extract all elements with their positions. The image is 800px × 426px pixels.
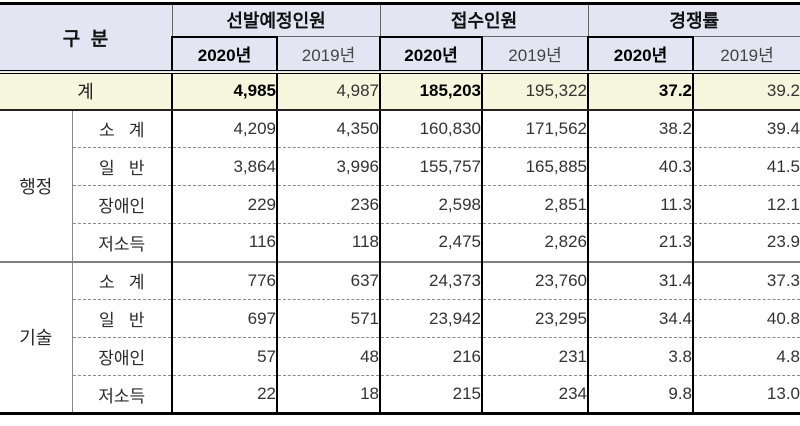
year-header-competition-2019: 2019년 bbox=[693, 36, 800, 74]
cell: 40.8 bbox=[693, 299, 800, 338]
cell: 9.8 bbox=[587, 375, 695, 414]
cell: 31.4 bbox=[587, 260, 695, 300]
cell: 13.0 bbox=[693, 375, 800, 414]
group-header-planned: 선발예정인원 bbox=[171, 3, 381, 37]
cell: 236 bbox=[277, 185, 381, 224]
cell: 12.1 bbox=[693, 185, 800, 224]
cell: 4.8 bbox=[693, 337, 800, 376]
cell: 40.3 bbox=[587, 147, 695, 186]
header-row-years: 2020년 2019년 2020년 2019년 2020년 2019년 bbox=[0, 35, 800, 74]
row-label: 장애인 bbox=[72, 185, 172, 224]
cell: 4,350 bbox=[336, 118, 380, 138]
row-label: 일 반 bbox=[72, 147, 172, 186]
total-row-label: 계 bbox=[0, 71, 172, 111]
year-header-applicants-2019: 2019년 bbox=[482, 36, 589, 74]
group-label-gisul: 기술 bbox=[0, 260, 73, 414]
row-label: 장애인 bbox=[72, 337, 172, 376]
cell: 24,373 bbox=[379, 260, 484, 300]
cell: 34.4 bbox=[587, 299, 695, 338]
total-applicants-2020: 185,203 bbox=[379, 71, 484, 111]
cell: 21.3 bbox=[587, 223, 695, 262]
total-planned-2019: 4,987 bbox=[277, 71, 381, 111]
row-label: 소 계 bbox=[99, 121, 145, 141]
table-row: 행정 소 계 4,209 4,350 160,830 171,562 38.2 … bbox=[0, 109, 800, 262]
cell: 11.3 bbox=[587, 185, 695, 224]
table-row: 장애인 57 48 216 231 3.8 4.8 bbox=[0, 337, 800, 376]
cell: 215 bbox=[379, 375, 484, 414]
row-label: 일 반 bbox=[72, 299, 172, 338]
year-header-applicants-2020: 2020년 bbox=[379, 35, 484, 74]
cell: 697 bbox=[171, 299, 278, 338]
cell: 2,598 bbox=[379, 185, 484, 224]
cell: 18 bbox=[277, 375, 381, 414]
cell: 637 bbox=[277, 260, 381, 300]
header-row-groups: 구 분 선발예정인원 접수인원 경쟁률 bbox=[0, 3, 800, 74]
cell: 116 bbox=[171, 223, 278, 262]
cell: 165,885 bbox=[482, 147, 589, 186]
cell: 23,942 bbox=[379, 299, 484, 338]
cell: 37.3 bbox=[693, 260, 800, 300]
corner-header-gubun: 구 분 bbox=[0, 3, 172, 74]
year-header-competition-2020: 2020년 bbox=[587, 35, 695, 74]
cell: 3,864 bbox=[171, 147, 278, 186]
row-label: 저소득 bbox=[72, 375, 172, 414]
table-row: 저소득 116 118 2,475 2,826 21.3 23.9 bbox=[0, 223, 800, 262]
cell: 4,209 bbox=[171, 109, 278, 148]
cell: 216 bbox=[379, 337, 484, 376]
table-row: 장애인 229 236 2,598 2,851 11.3 12.1 bbox=[0, 185, 800, 224]
group-header-applicants: 접수인원 bbox=[379, 3, 589, 37]
table-row: 일 반 697 571 23,942 23,295 34.4 40.8 bbox=[0, 299, 800, 338]
year-header-planned-2020: 2020년 bbox=[171, 35, 278, 74]
cell: 231 bbox=[482, 337, 589, 376]
table-row: 기술 소 계 776 637 24,373 23,760 31.4 37.3 bbox=[0, 260, 800, 414]
cell: 23,295 bbox=[482, 299, 589, 338]
total-planned-2020: 4,985 bbox=[171, 71, 278, 111]
cell: 3.8 bbox=[587, 337, 695, 376]
cell: 776 bbox=[171, 260, 278, 300]
cell: 23.9 bbox=[693, 223, 800, 262]
cell: 571 bbox=[277, 299, 381, 338]
year-header-planned-2019: 2019년 bbox=[277, 36, 381, 74]
cell: 41.5 bbox=[693, 147, 800, 186]
total-competition-2020: 37.2 bbox=[587, 71, 695, 111]
cell: 160,830 bbox=[379, 109, 484, 148]
total-applicants-2019: 195,322 bbox=[482, 71, 589, 111]
cell: 229 bbox=[171, 185, 278, 224]
total-competition-2019: 39.2 bbox=[693, 71, 800, 111]
cell: 39.4 bbox=[766, 118, 800, 138]
cell: 234 bbox=[482, 375, 589, 414]
cell: 57 bbox=[171, 337, 278, 376]
cell: 155,757 bbox=[379, 147, 484, 186]
table-row: 저소득 22 18 215 234 9.8 13.0 bbox=[0, 375, 800, 414]
cell: 22 bbox=[171, 375, 278, 414]
cell: 48 bbox=[277, 337, 381, 376]
cell: 2,475 bbox=[379, 223, 484, 262]
cell: 2,851 bbox=[482, 185, 589, 224]
total-row: 계 4,985 4,987 185,203 195,322 37.2 39.2 bbox=[0, 71, 800, 111]
recruitment-stats-table: 구 분 선발예정인원 접수인원 경쟁률 2020년 2019년 2020년 20… bbox=[0, 2, 800, 415]
cell: 118 bbox=[277, 223, 381, 262]
group-label-haengjeong: 행정 bbox=[0, 109, 73, 262]
table-row: 일 반 3,864 3,996 155,757 165,885 40.3 41.… bbox=[0, 147, 800, 186]
cell: 171,562 bbox=[525, 118, 588, 138]
cell: 38.2 bbox=[587, 109, 695, 148]
row-label: 저소득 bbox=[72, 223, 172, 262]
cell: 2,826 bbox=[482, 223, 589, 262]
cell: 23,760 bbox=[482, 260, 589, 300]
group-header-competition: 경쟁률 bbox=[587, 3, 800, 37]
cell: 3,996 bbox=[277, 147, 381, 186]
row-label: 소 계 bbox=[72, 260, 172, 300]
